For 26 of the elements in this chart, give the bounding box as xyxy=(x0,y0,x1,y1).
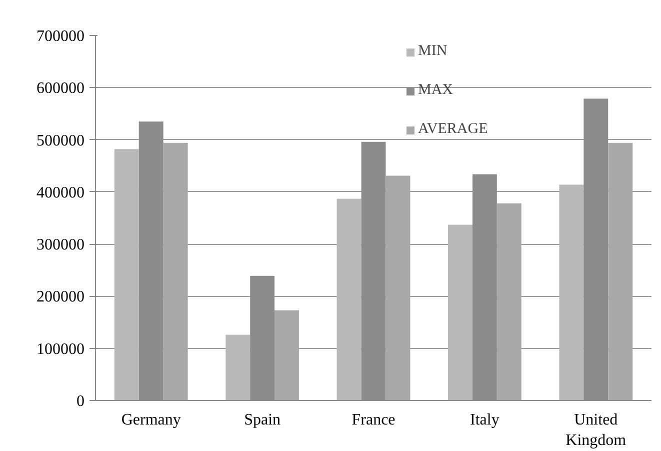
bar xyxy=(608,142,633,400)
y-tick-label: 0 xyxy=(76,393,84,410)
legend-label: MIN xyxy=(418,43,448,60)
y-tick-label: 400000 xyxy=(36,184,84,202)
y-tick-label: 100000 xyxy=(36,340,84,358)
bar xyxy=(226,334,250,400)
y-tick-label: 600000 xyxy=(36,80,84,98)
x-tick-label: United Kingdom xyxy=(566,412,627,449)
x-tick-label: France xyxy=(352,412,396,428)
bar xyxy=(386,176,410,400)
bar xyxy=(274,310,299,400)
bar xyxy=(496,203,522,400)
bar xyxy=(163,142,188,400)
x-tick-label: Italy xyxy=(470,412,500,428)
y-tick-label: 200000 xyxy=(36,288,84,306)
bar xyxy=(336,198,362,400)
y-tick-label: 300000 xyxy=(36,236,84,254)
legend-label: AVERAGE xyxy=(418,121,488,138)
x-tick-label: Germany xyxy=(121,412,181,428)
y-tick-label: 500000 xyxy=(36,132,84,150)
bar xyxy=(559,184,584,400)
bar xyxy=(114,149,139,400)
x-tick-label: Spain xyxy=(244,412,281,428)
y-tick-label: 700000 xyxy=(36,28,84,45)
bar xyxy=(448,224,472,400)
legend-label: MAX xyxy=(418,82,454,99)
